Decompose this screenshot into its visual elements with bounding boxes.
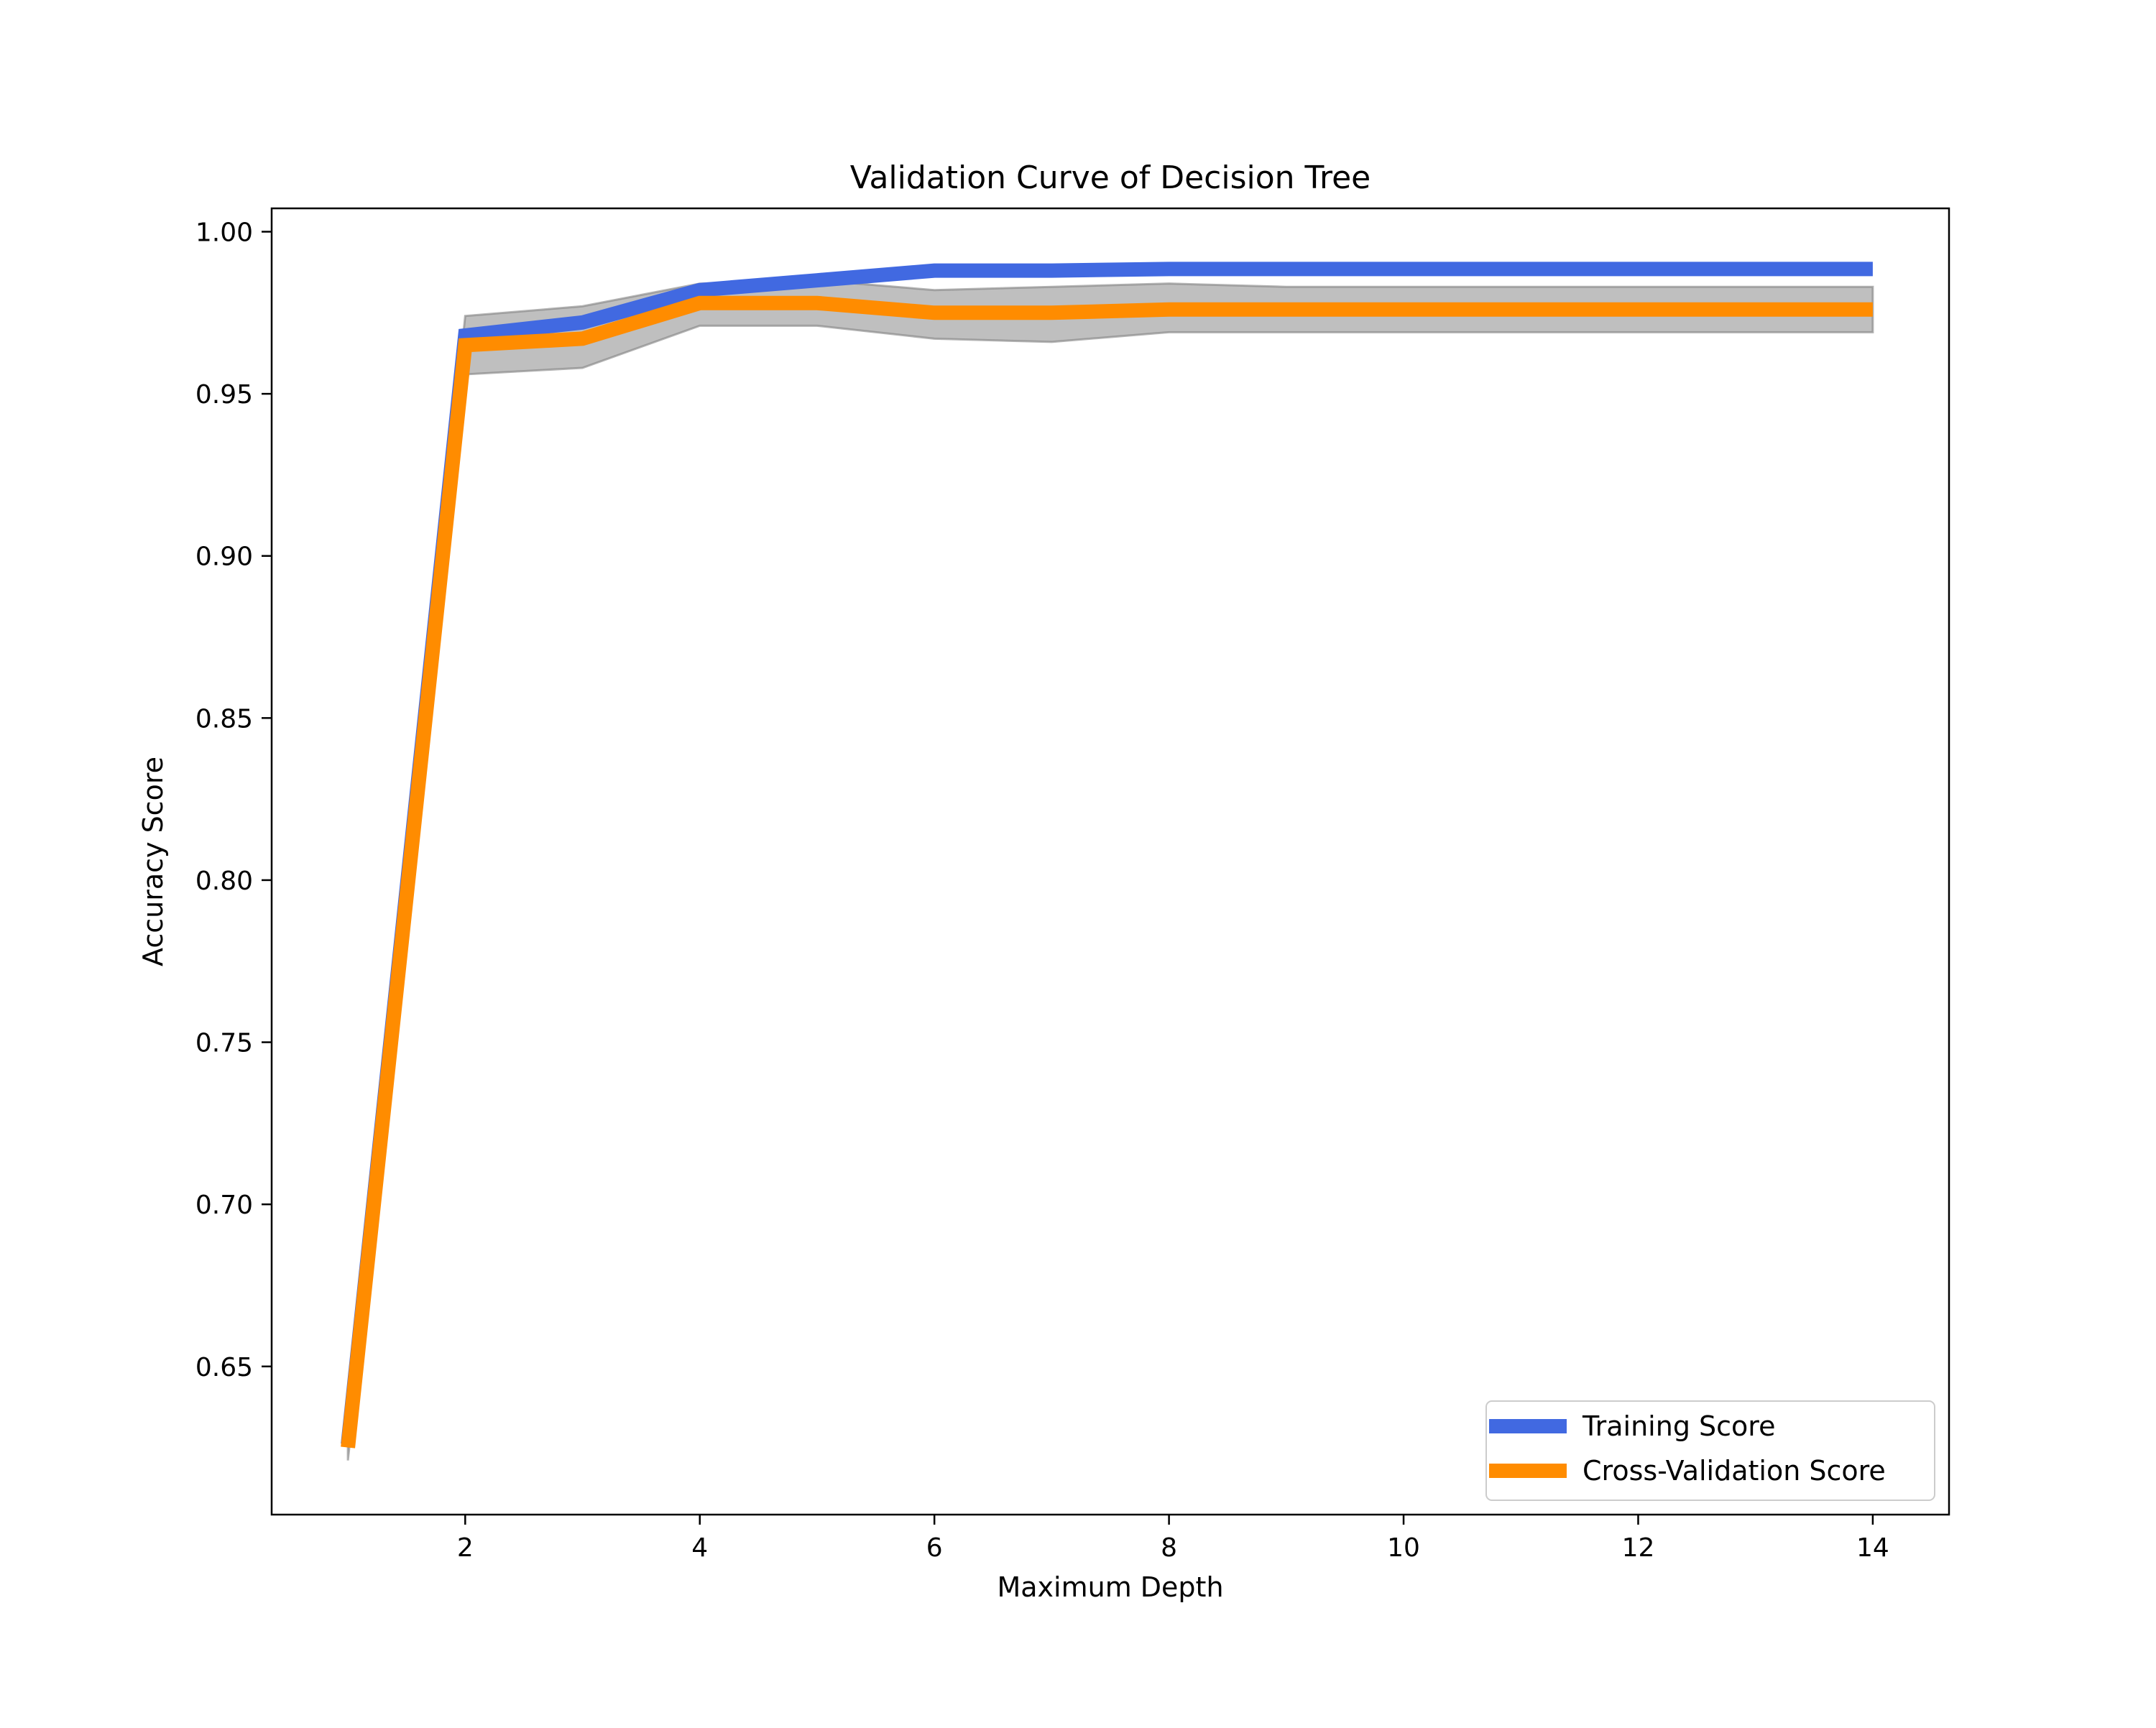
- series-line-cross-validation-score: [341, 295, 1873, 1449]
- legend: Training Score Cross-Validation Score: [1485, 1400, 1935, 1501]
- legend-box: [1485, 1400, 1935, 1501]
- x-tick-label: 14: [1856, 1533, 1889, 1563]
- y-tick-label: 0.75: [195, 1029, 253, 1058]
- x-axis-label: Maximum Depth: [997, 1571, 1223, 1603]
- y-tick-label: 0.65: [195, 1353, 253, 1382]
- y-tick-label: 0.70: [195, 1191, 253, 1220]
- plot-area: [341, 262, 1874, 1461]
- legend-label-cross-validation-score: Cross-Validation Score: [1583, 1455, 1886, 1487]
- band-cross-validation-score: [346, 279, 1874, 1461]
- chart-title: Validation Curve of Decision Tree: [850, 160, 1370, 196]
- legend-label-training-score: Training Score: [1582, 1410, 1775, 1442]
- x-tick-label: 10: [1387, 1533, 1420, 1563]
- y-tick-label: 0.80: [195, 867, 253, 896]
- y-tick-label: 0.90: [195, 542, 253, 572]
- x-tick-label: 4: [691, 1533, 708, 1563]
- y-tick-label: 1.00: [195, 218, 253, 247]
- y-tick-label: 0.95: [195, 380, 253, 410]
- axes-frame: [270, 207, 1950, 1516]
- x-tick-label: 8: [1161, 1533, 1177, 1563]
- y-axis-ticks: 0.65 0.70 0.75 0.80 0.85 0.90 0.95 1.00: [195, 218, 272, 1382]
- x-tick-label: 6: [926, 1533, 943, 1563]
- x-tick-label: 12: [1622, 1533, 1655, 1563]
- x-tick-label: 2: [457, 1533, 474, 1563]
- x-axis-ticks: 2 4 6 8 10 12 14: [457, 1515, 1889, 1563]
- y-tick-label: 0.85: [195, 704, 253, 734]
- series-line-training-score: [341, 262, 1873, 1446]
- y-axis-label: Accuracy Score: [137, 757, 169, 966]
